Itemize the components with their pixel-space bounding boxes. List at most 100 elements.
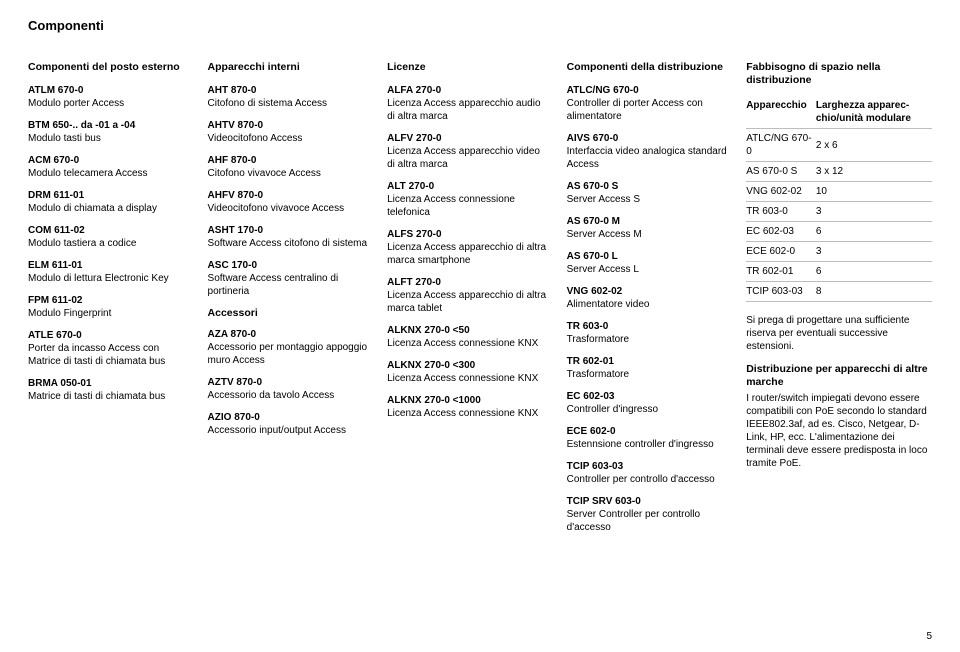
entry-desc: Porter da incasso Access con Matrice di … <box>28 342 190 368</box>
entry-desc: Accessorio input/output Access <box>208 424 370 437</box>
entry: ALFS 270-0Licenza Access apparecchio di … <box>387 228 549 267</box>
entry-desc: Licenza Access connessione KNX <box>387 407 549 420</box>
entry-desc: Licenza Access connessione KNX <box>387 372 549 385</box>
entry-desc: Matrice di tasti di chiamata bus <box>28 390 190 403</box>
spec-table: Apparecchio Larghezza apparec­chio/unità… <box>746 97 932 302</box>
entry-desc: Server Access S <box>567 193 729 206</box>
entry-desc: Interfaccia video analogica standard Acc… <box>567 145 729 171</box>
entry-code: ALKNX 270-0 <50 <box>387 324 549 337</box>
cell: 6 <box>816 222 932 242</box>
col-distribuzione: Componenti della distribuzione ATLC/NG 6… <box>567 61 729 543</box>
entry-desc: Estennsione controller d'ingresso <box>567 438 729 451</box>
entry-code: EC 602-03 <box>567 390 729 403</box>
entry: AS 670-0 LServer Access L <box>567 250 729 276</box>
entry: AHF 870-0Citofono vivavoce Access <box>208 154 370 180</box>
entry-code: AZIO 870-0 <box>208 411 370 424</box>
entry: AHTV 870-0Videocitofono Access <box>208 119 370 145</box>
entry: ALKNX 270-0 <300Licenza Access connessio… <box>387 359 549 385</box>
entry-desc: Server Controller per controllo d'access… <box>567 508 729 534</box>
table-row: TCIP 603-038 <box>746 282 932 302</box>
entry-desc: Software Access centralino di portineria <box>208 272 370 298</box>
entry: COM 611-02Modulo tastiera a codice <box>28 224 190 250</box>
entry-desc: Accessorio per montaggio appoggio muro A… <box>208 341 370 367</box>
entry: ECE 602-0Estennsione controller d'ingres… <box>567 425 729 451</box>
entry-code: ALFT 270-0 <box>387 276 549 289</box>
entry-code: FPM 611-02 <box>28 294 190 307</box>
entry: AS 670-0 SServer Access S <box>567 180 729 206</box>
entry-code: VNG 602-02 <box>567 285 729 298</box>
entry-desc: Modulo di chiamata a display <box>28 202 190 215</box>
entry-code: BTM 650-.. da -01 a -04 <box>28 119 190 132</box>
entry-code: AS 670-0 M <box>567 215 729 228</box>
entry: TCIP SRV 603-0Server Controller per cont… <box>567 495 729 534</box>
entry-code: ELM 611-01 <box>28 259 190 272</box>
entry: VNG 602-02Alimentatore video <box>567 285 729 311</box>
entry: ELM 611-01Modulo di lettura Electronic K… <box>28 259 190 285</box>
entry-code: ALFA 270-0 <box>387 84 549 97</box>
entry: ALFT 270-0Licenza Access apparecchio di … <box>387 276 549 315</box>
entry: FPM 611-02Modulo Fingerprint <box>28 294 190 320</box>
entry-code: AHFV 870-0 <box>208 189 370 202</box>
cell: 8 <box>816 282 932 302</box>
cell: 3 <box>816 202 932 222</box>
entry: ALKNX 270-0 <50Licenza Access connession… <box>387 324 549 350</box>
entry-code: ALKNX 270-0 <1000 <box>387 394 549 407</box>
table-row: VNG 602-0210 <box>746 182 932 202</box>
entry-desc: Licenza Access apparecchio audio di altr… <box>387 97 549 123</box>
entry: DRM 611-01Modulo di chiamata a display <box>28 189 190 215</box>
entry-desc: Licenza Access connessione telefonica <box>387 193 549 219</box>
entry-desc: Modulo porter Access <box>28 97 190 110</box>
entry-desc: Software Access citofono di sistema <box>208 237 370 250</box>
entry: AIVS 670-0Interfaccia video analogica st… <box>567 132 729 171</box>
entry: ALFA 270-0Licenza Access apparecchio aud… <box>387 84 549 123</box>
cell: 3 x 12 <box>816 162 932 182</box>
entry-desc: Alimentatore video <box>567 298 729 311</box>
entry-code: AZTV 870-0 <box>208 376 370 389</box>
table-row: AS 670-0 S3 x 12 <box>746 162 932 182</box>
entry-desc: Trasformatore <box>567 333 729 346</box>
entry-code: ATLM 670-0 <box>28 84 190 97</box>
entry-code: AHF 870-0 <box>208 154 370 167</box>
entry-desc: Licenza Access apparecchio di altra marc… <box>387 241 549 267</box>
col-heading: Licenze <box>387 61 549 74</box>
entry-desc: Controller di porter Access con alimenta… <box>567 97 729 123</box>
note-distribuzione: I router/switch impiegati devono essere … <box>746 392 932 470</box>
entry-code: ATLC/NG 670-0 <box>567 84 729 97</box>
col-licenze: Licenze ALFA 270-0Licenza Access apparec… <box>387 61 549 543</box>
entry-code: DRM 611-01 <box>28 189 190 202</box>
entry-desc: Modulo Fingerprint <box>28 307 190 320</box>
entry: ALFV 270-0Licenza Access apparecchio vid… <box>387 132 549 171</box>
col-posto-esterno: Componenti del posto esterno ATLM 670-0M… <box>28 61 190 543</box>
entry-desc: Modulo tastiera a codice <box>28 237 190 250</box>
entry-code: TCIP SRV 603-0 <box>567 495 729 508</box>
page-title: Componenti <box>28 18 932 33</box>
entry-desc: Citofono di sistema Access <box>208 97 370 110</box>
entry-desc: Modulo di lettura Electronic Key <box>28 272 190 285</box>
entry-code: TCIP 603-03 <box>567 460 729 473</box>
page-number: 5 <box>926 631 932 642</box>
note-riserva: Si prega di progettare una suffi­ciente … <box>746 314 932 353</box>
col-fabbisogno: Fabbisogno di spazio nella distribuzione… <box>746 61 932 543</box>
entry-code: ATLE 670-0 <box>28 329 190 342</box>
note-title-distribuzione: Distribuzione per apparecchi di altre ma… <box>746 363 932 389</box>
entry-desc: Videocitofono vivavoce Access <box>208 202 370 215</box>
entry-desc: Videocitofono Access <box>208 132 370 145</box>
entry-code: ALT 270-0 <box>387 180 549 193</box>
col-heading: Componenti della distribuzione <box>567 61 729 74</box>
entry: ATLC/NG 670-0Controller di porter Access… <box>567 84 729 123</box>
cell: TR 603-0 <box>746 202 816 222</box>
entry: ATLM 670-0Modulo porter Access <box>28 84 190 110</box>
entry: TR 602-01Trasformatore <box>567 355 729 381</box>
entry: ASC 170-0Software Access centralino di p… <box>208 259 370 298</box>
entry: AZIO 870-0Accessorio input/output Access <box>208 411 370 437</box>
entry-code: ASHT 170-0 <box>208 224 370 237</box>
entry-code: AHTV 870-0 <box>208 119 370 132</box>
cell: VNG 602-02 <box>746 182 816 202</box>
entry: ASHT 170-0Software Access citofono di si… <box>208 224 370 250</box>
entry: AHT 870-0Citofono di sistema Access <box>208 84 370 110</box>
cell: TCIP 603-03 <box>746 282 816 302</box>
entry: ACM 670-0Modulo telecamera Access <box>28 154 190 180</box>
cell: AS 670-0 S <box>746 162 816 182</box>
entry: AZA 870-0Accessorio per montaggio appogg… <box>208 328 370 367</box>
entry-desc: Controller d'ingresso <box>567 403 729 416</box>
